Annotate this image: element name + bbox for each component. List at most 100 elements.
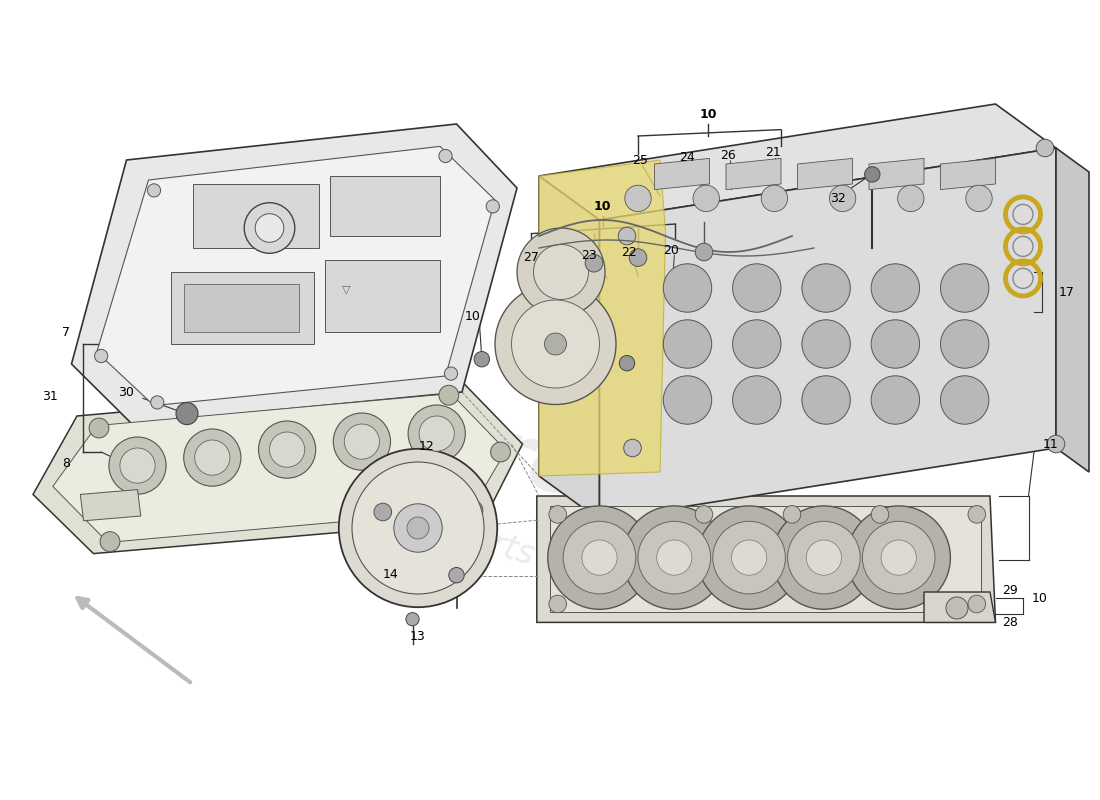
Text: 14: 14 <box>383 568 398 581</box>
Circle shape <box>663 376 712 424</box>
Text: 10: 10 <box>465 310 481 322</box>
Polygon shape <box>539 160 666 476</box>
Polygon shape <box>539 176 600 520</box>
Circle shape <box>244 202 295 254</box>
Polygon shape <box>550 506 981 612</box>
Text: 12: 12 <box>419 440 435 453</box>
Circle shape <box>419 416 454 451</box>
Text: 21: 21 <box>766 146 781 159</box>
Circle shape <box>733 264 781 312</box>
Circle shape <box>713 522 785 594</box>
Polygon shape <box>97 146 495 406</box>
Text: 28: 28 <box>1002 616 1018 629</box>
Circle shape <box>697 506 801 610</box>
Text: 25: 25 <box>632 154 648 166</box>
Circle shape <box>624 439 641 457</box>
Circle shape <box>663 264 712 312</box>
Circle shape <box>629 249 647 266</box>
Circle shape <box>89 418 109 438</box>
Circle shape <box>788 522 860 594</box>
Circle shape <box>865 166 880 182</box>
Circle shape <box>940 320 989 368</box>
Circle shape <box>898 185 924 212</box>
Circle shape <box>534 245 588 299</box>
Circle shape <box>968 506 986 523</box>
Circle shape <box>663 320 712 368</box>
Circle shape <box>847 506 950 610</box>
Circle shape <box>495 283 616 405</box>
Circle shape <box>352 462 484 594</box>
Circle shape <box>695 243 713 261</box>
Circle shape <box>548 506 651 610</box>
Circle shape <box>623 506 726 610</box>
Polygon shape <box>654 158 710 190</box>
Circle shape <box>968 595 986 613</box>
Circle shape <box>1036 139 1054 157</box>
Circle shape <box>549 595 566 613</box>
Circle shape <box>940 376 989 424</box>
Text: a passion for parts: a passion for parts <box>232 444 538 572</box>
Circle shape <box>563 522 636 594</box>
Polygon shape <box>53 394 506 542</box>
Text: 31: 31 <box>42 390 57 402</box>
Polygon shape <box>539 104 1056 220</box>
Text: 13: 13 <box>410 630 426 642</box>
Circle shape <box>147 184 161 197</box>
Circle shape <box>693 185 719 212</box>
Polygon shape <box>80 490 141 521</box>
Polygon shape <box>1056 148 1089 472</box>
Circle shape <box>862 522 935 594</box>
Text: 7: 7 <box>62 326 70 338</box>
Circle shape <box>344 424 380 459</box>
Text: 17: 17 <box>1058 286 1074 298</box>
Circle shape <box>95 350 108 362</box>
Circle shape <box>109 437 166 494</box>
Circle shape <box>408 405 465 462</box>
Circle shape <box>802 376 850 424</box>
Circle shape <box>333 413 390 470</box>
Polygon shape <box>72 124 517 424</box>
Circle shape <box>585 254 603 272</box>
Circle shape <box>517 228 605 316</box>
Text: 22: 22 <box>621 246 637 259</box>
Circle shape <box>871 506 889 523</box>
Circle shape <box>151 396 164 409</box>
Text: 24: 24 <box>680 151 695 164</box>
Circle shape <box>733 376 781 424</box>
Text: 8: 8 <box>62 458 70 470</box>
Circle shape <box>406 613 419 626</box>
Text: 10: 10 <box>700 108 717 121</box>
Circle shape <box>783 506 801 523</box>
Polygon shape <box>798 158 852 190</box>
Text: 29: 29 <box>1002 584 1018 597</box>
Circle shape <box>657 540 692 575</box>
Circle shape <box>374 503 392 521</box>
Polygon shape <box>184 284 299 332</box>
Circle shape <box>394 504 442 552</box>
Text: 11: 11 <box>1043 438 1058 450</box>
Circle shape <box>625 185 651 212</box>
Circle shape <box>619 355 635 371</box>
Circle shape <box>871 320 920 368</box>
Circle shape <box>486 200 499 213</box>
Circle shape <box>806 540 842 575</box>
Circle shape <box>871 264 920 312</box>
Circle shape <box>544 333 566 355</box>
Circle shape <box>474 351 490 367</box>
Circle shape <box>695 506 713 523</box>
Circle shape <box>439 150 452 162</box>
Polygon shape <box>330 176 440 236</box>
Circle shape <box>258 421 316 478</box>
Circle shape <box>549 506 566 523</box>
Polygon shape <box>324 260 440 332</box>
Circle shape <box>940 264 989 312</box>
Circle shape <box>829 185 856 212</box>
Text: 26: 26 <box>720 149 736 162</box>
Circle shape <box>439 386 459 405</box>
Circle shape <box>733 320 781 368</box>
Circle shape <box>120 448 155 483</box>
Polygon shape <box>726 158 781 190</box>
Polygon shape <box>924 592 996 622</box>
Circle shape <box>732 540 767 575</box>
Polygon shape <box>33 382 522 554</box>
